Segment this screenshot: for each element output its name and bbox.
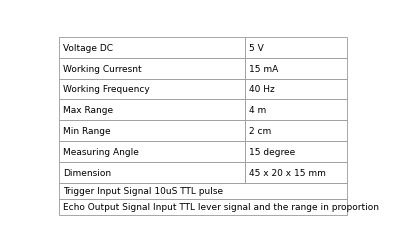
Bar <box>59 142 245 162</box>
Text: 2 cm: 2 cm <box>249 127 272 136</box>
Text: 40 Hz: 40 Hz <box>249 85 275 94</box>
Text: Trigger Input Signal 10uS TTL pulse: Trigger Input Signal 10uS TTL pulse <box>63 186 223 196</box>
Text: Measuring Angle: Measuring Angle <box>63 148 139 156</box>
Bar <box>59 38 245 58</box>
Text: Max Range: Max Range <box>63 106 113 115</box>
Text: 45 x 20 x 15 mm: 45 x 20 x 15 mm <box>249 168 326 177</box>
Text: Min Range: Min Range <box>63 127 111 136</box>
Bar <box>59 199 347 215</box>
Text: Working Curresnt: Working Curresnt <box>63 64 142 73</box>
Text: Voltage DC: Voltage DC <box>63 44 113 52</box>
Bar <box>245 58 347 79</box>
Bar <box>245 100 347 121</box>
Text: 4 m: 4 m <box>249 106 267 115</box>
Bar <box>245 142 347 162</box>
Text: Dimension: Dimension <box>63 168 111 177</box>
Text: 15 mA: 15 mA <box>249 64 279 73</box>
Text: Echo Output Signal Input TTL lever signal and the range in proportion: Echo Output Signal Input TTL lever signa… <box>63 202 379 211</box>
Bar <box>245 79 347 100</box>
Text: 5 V: 5 V <box>249 44 264 52</box>
Text: 15 degree: 15 degree <box>249 148 296 156</box>
Bar <box>59 183 347 199</box>
Bar <box>59 100 245 121</box>
Bar <box>245 38 347 58</box>
Bar <box>245 121 347 142</box>
Bar <box>59 121 245 142</box>
Bar <box>59 58 245 79</box>
Bar <box>59 162 245 183</box>
Bar <box>245 162 347 183</box>
Text: Working Frequency: Working Frequency <box>63 85 150 94</box>
Bar <box>59 79 245 100</box>
